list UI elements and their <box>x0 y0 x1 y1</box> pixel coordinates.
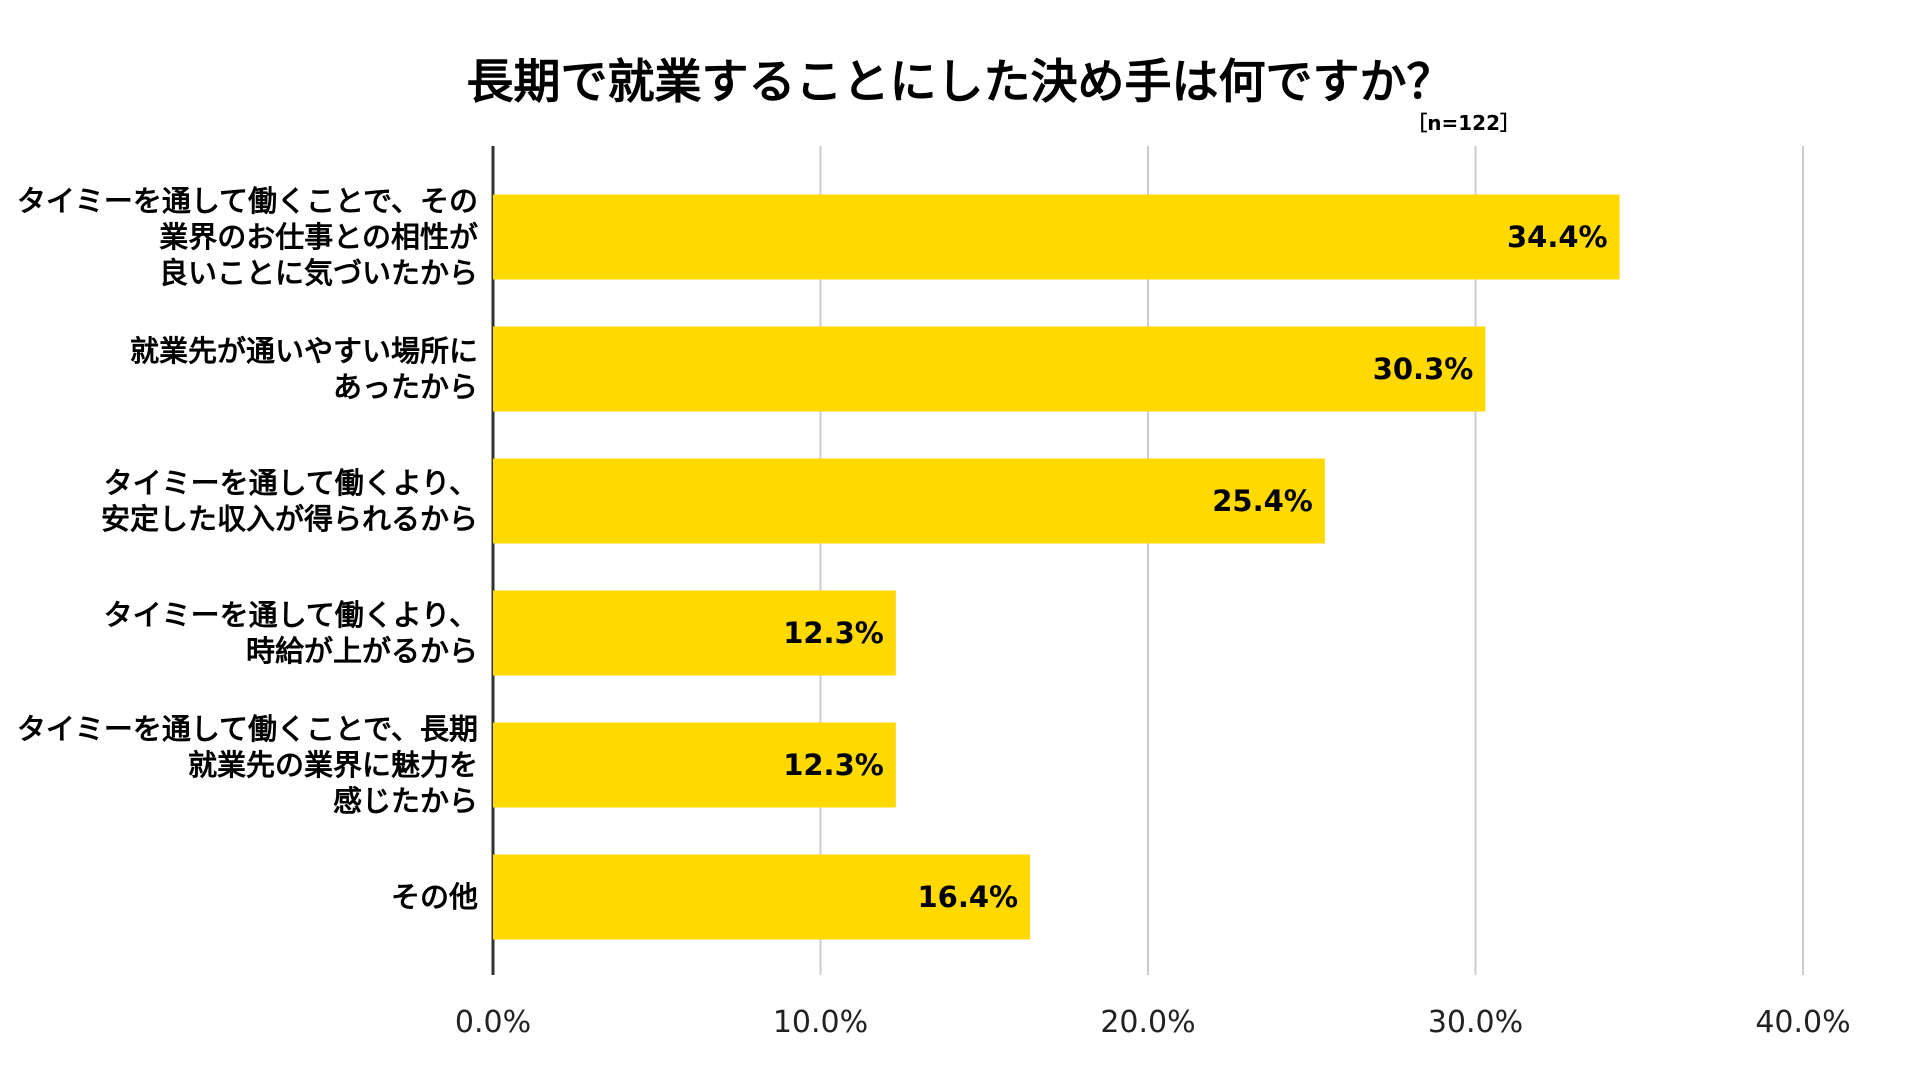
x-axis-ticks: 0.0% 10.0% 20.0% 30.0% 40.0% <box>455 1005 1851 1040</box>
category-label: タイミーを通して働くことで、長期 <box>17 712 478 746</box>
category-label: 良いことに気づいたから <box>159 256 478 290</box>
x-tick-label: 30.0% <box>1428 1005 1523 1040</box>
x-tick-label: 0.0% <box>455 1005 531 1040</box>
bar-value-label: 25.4% <box>1212 484 1313 518</box>
category-label: 時給が上がるから <box>246 634 478 668</box>
chart-title: 長期で就業することにした決め手は何ですか？ <box>467 55 1454 110</box>
bar-value-label: 34.4% <box>1507 220 1608 254</box>
bars: 34.4% 30.3% 25.4% 12.3% 12.3% 16.4% <box>493 194 1620 940</box>
category-label: 感じたから <box>333 784 478 818</box>
bar-value-label: 16.4% <box>917 880 1018 914</box>
category-label: 業界のお仕事との相性が <box>159 220 478 254</box>
gridlines <box>491 146 1804 975</box>
bar <box>493 326 1486 412</box>
bar <box>493 590 896 676</box>
x-tick-label: 10.0% <box>773 1005 868 1040</box>
bar <box>493 722 896 808</box>
x-tick-label: 40.0% <box>1755 1005 1850 1040</box>
bar <box>493 194 1620 280</box>
category-label: タイミーを通して働くより、 <box>104 598 478 632</box>
sample-size-note: ［n=122］ <box>1407 111 1520 135</box>
bar-value-label: 12.3% <box>783 748 884 782</box>
bar <box>493 854 1031 940</box>
category-label: タイミーを通して働くことで、その <box>17 184 478 218</box>
category-label: 就業先の業界に魅力を <box>188 748 478 782</box>
category-label: あったから <box>333 370 478 404</box>
bar <box>493 458 1325 544</box>
bar-value-label: 30.3% <box>1373 352 1474 386</box>
category-label: タイミーを通して働くより、 <box>104 466 478 500</box>
category-labels: タイミーを通して働くことで、その業界のお仕事との相性が良いことに気づいたから就業… <box>17 184 478 914</box>
bar-value-label: 12.3% <box>783 616 884 650</box>
x-tick-label: 20.0% <box>1100 1005 1195 1040</box>
category-label: 就業先が通いやすい場所に <box>130 334 478 368</box>
category-label: 安定した収入が得られるから <box>101 502 478 536</box>
category-label: その他 <box>391 880 478 914</box>
